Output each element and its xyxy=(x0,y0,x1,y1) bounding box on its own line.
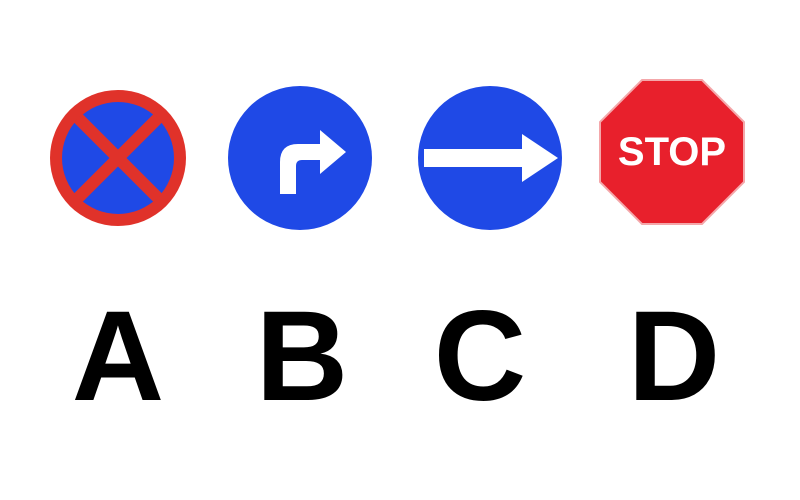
option-label-c: C xyxy=(433,285,527,428)
one-way-right-sign-icon xyxy=(410,72,570,240)
stop-sign-text: STOP xyxy=(618,130,726,174)
option-label-b: B xyxy=(255,285,349,428)
stop-sign-icon: STOP xyxy=(592,72,752,240)
turn-right-sign-icon xyxy=(218,72,378,240)
option-label-d: D xyxy=(627,285,721,428)
no-stopping-sign-icon xyxy=(40,72,200,240)
option-label-a: A xyxy=(71,285,165,428)
